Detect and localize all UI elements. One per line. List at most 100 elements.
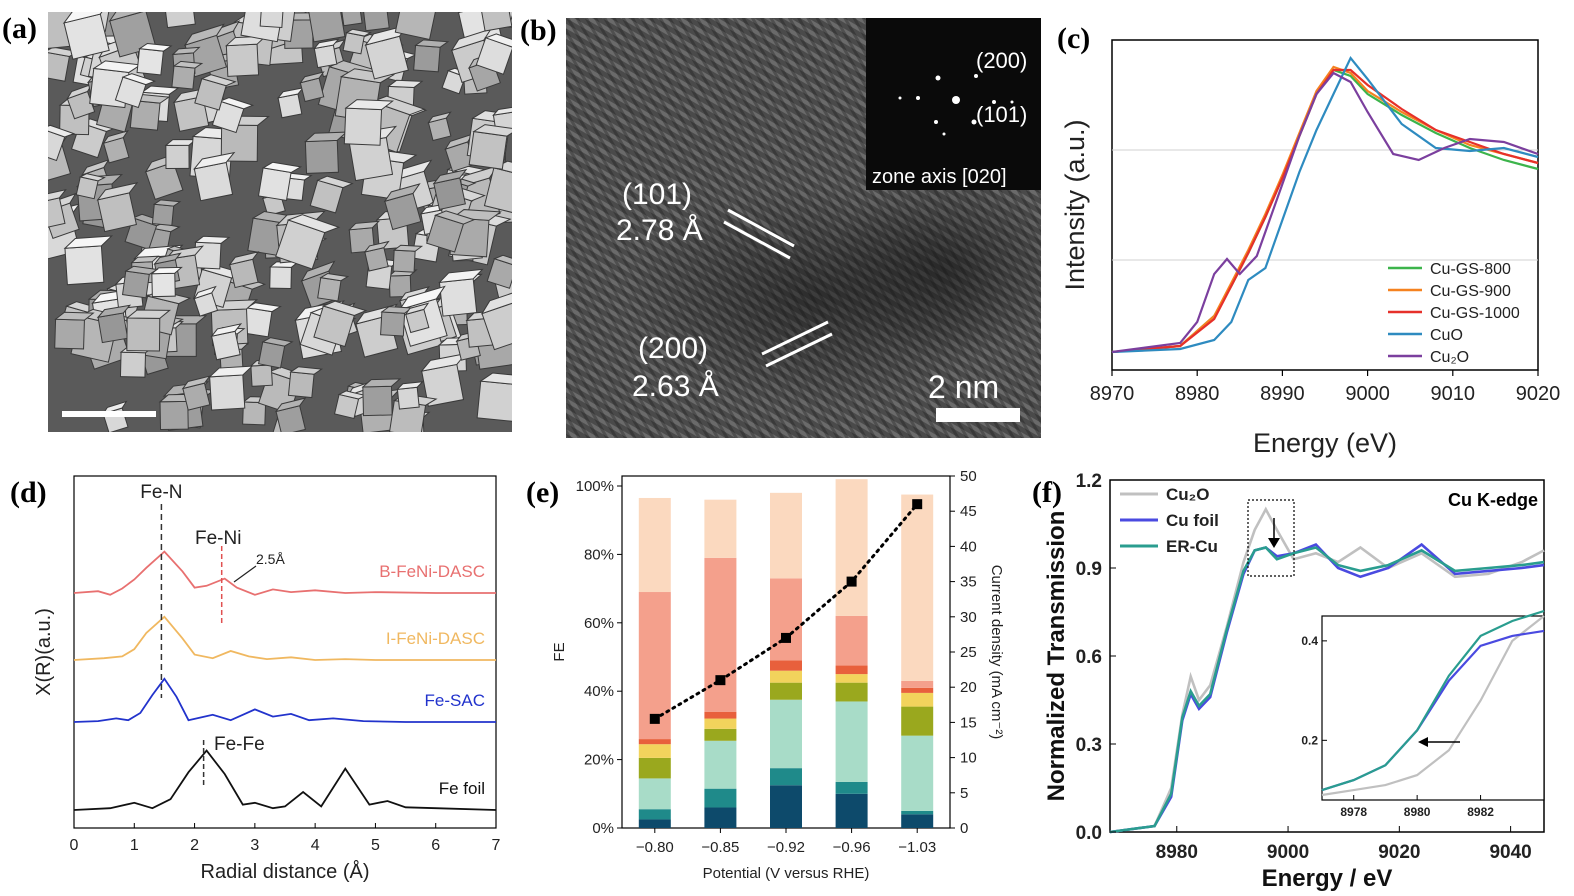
- y2-tick-label: 30: [960, 609, 977, 626]
- bar-segment: [835, 793, 868, 828]
- inset-y-tick-label: 0.2: [1301, 733, 1318, 747]
- x-tick-label: 9000: [1345, 383, 1390, 405]
- bar-segment: [638, 778, 671, 810]
- inset-arrow-head: [1418, 737, 1428, 747]
- annotation-fe-ni: Fe-Ni: [195, 528, 241, 549]
- series-label: Fe foil: [439, 779, 485, 798]
- fft-inset: [866, 18, 1041, 190]
- zone-axis-label: zone axis [020]: [872, 166, 1007, 188]
- bar-segment: [835, 665, 868, 675]
- x-tick-label: 1: [130, 837, 139, 854]
- y2-tick-label: 45: [960, 503, 977, 520]
- bar-segment: [704, 740, 737, 789]
- chart-title: Cu K-edge: [1448, 490, 1538, 510]
- annotation-fe-n: Fe-N: [140, 482, 182, 503]
- inset-series-f_cu2o: [1321, 615, 1545, 797]
- bar-segment: [638, 757, 671, 779]
- inset-series-f_ercu: [1321, 609, 1545, 792]
- y-axis-label: Normalized Transmission: [1043, 511, 1070, 802]
- bar-segment: [704, 718, 737, 729]
- bar-segment: [704, 788, 737, 808]
- bar-segment: [704, 711, 737, 719]
- y-tick-label: 0.0: [1076, 823, 1102, 844]
- bar-segment: [770, 699, 802, 769]
- bar-segment: [638, 744, 671, 758]
- plane-label-101: (101): [622, 178, 692, 211]
- inset-y-tick-label: 0.4: [1301, 634, 1318, 648]
- plot-frame: [73, 475, 497, 829]
- bar-segment: [770, 492, 802, 579]
- zoom-box: [1247, 499, 1295, 577]
- x-tick-label: 9010: [1431, 383, 1476, 405]
- sem-scale-bar: [62, 411, 156, 417]
- series-label: I-FeNi-DASC: [386, 629, 485, 648]
- panel-label-e: (e): [526, 476, 560, 509]
- series-label: Fe-SAC: [425, 691, 485, 710]
- inset-x-tick-label: 8978: [1340, 805, 1367, 819]
- plot-frame: [1111, 39, 1539, 371]
- current-density-point: [846, 576, 857, 587]
- x-axis-label: Energy / eV: [1262, 865, 1393, 892]
- y2-tick-label: 35: [960, 574, 977, 591]
- y2-tick-label: 15: [960, 714, 977, 731]
- x-tick-label: 8990: [1260, 383, 1305, 405]
- panel-label-d: (d): [10, 476, 47, 509]
- y-tick-label: 100%: [576, 478, 614, 495]
- spacing-label-101: 2.78 Å: [616, 214, 703, 247]
- x-tick-label: 9040: [1489, 842, 1531, 863]
- y-tick-label: 40%: [584, 683, 614, 700]
- annotation-arrow: [233, 565, 257, 583]
- plane-label-200: (200): [638, 332, 708, 365]
- chart-d: B-FeNi-DASC I-FeNi-DASC Fe-SAC Fe foil Fe-N F…: [33, 475, 501, 883]
- y-tick-label: 0%: [592, 820, 614, 837]
- bar-segment: [770, 768, 802, 786]
- bar-segment: [835, 701, 868, 782]
- legend-label: ER-Cu: [1166, 537, 1218, 556]
- inset-x-tick-label: 8980: [1404, 805, 1431, 819]
- arrow-head: [1268, 538, 1280, 548]
- fft-label-101: (101): [976, 102, 1027, 127]
- series-line-cuo: [1111, 55, 1539, 354]
- y2-tick-label: 0: [960, 820, 968, 837]
- bar-segment: [835, 615, 868, 666]
- y-tick-label: 0.3: [1076, 735, 1102, 756]
- bar-segment: [638, 819, 671, 828]
- bar-segment: [638, 497, 671, 593]
- series-line-b_fenidasc: [73, 550, 496, 596]
- scale-bar: [936, 408, 1020, 422]
- y2-tick-label: 25: [960, 644, 977, 661]
- bar-segment: [770, 682, 802, 700]
- scale-bar-label: 2 nm: [928, 369, 999, 405]
- bar-segment: [901, 810, 934, 815]
- x-tick-label: 2: [190, 837, 199, 854]
- bar-segment: [835, 682, 868, 702]
- y-tick-label: 80%: [584, 546, 614, 563]
- bar-segment: [901, 692, 934, 707]
- series-line-cu2o: [1111, 71, 1539, 354]
- y2-tick-label: 50: [960, 468, 977, 485]
- y-tick-label: 0.6: [1076, 647, 1102, 668]
- legend-label: Cu₂O: [1166, 485, 1209, 504]
- y-tick-label: 1.2: [1076, 471, 1102, 492]
- chart-e: −0.80 −0.85 −0.92 −0.96 −1.03 0% 20% 40% 60% 80% 1…: [551, 468, 1005, 882]
- panel-label-a: (a): [2, 12, 37, 45]
- series-line-fe_foil: [73, 749, 497, 811]
- x-axis-label: Potential (V versus RHE): [703, 865, 870, 882]
- y-axis-label: Intensity (a.u.): [1060, 119, 1090, 290]
- annotation-fe-fe: Fe-Fe: [214, 734, 265, 755]
- bar-segment: [835, 674, 868, 683]
- x-tick-label: 7: [492, 837, 501, 854]
- bar-segment: [901, 735, 934, 811]
- bar-segment: [770, 785, 802, 828]
- x-tick-label: 9000: [1267, 842, 1309, 863]
- bar-segment: [770, 660, 802, 671]
- fft-label-200: (200): [976, 48, 1027, 73]
- bar-segment: [835, 781, 868, 794]
- fft-spots: [898, 74, 1014, 136]
- legend-label: CuO: [1430, 327, 1463, 344]
- x-tick-label: 8970: [1090, 383, 1135, 405]
- series-line-f_ercu: [1109, 546, 1545, 834]
- inset-frame: [1321, 615, 1545, 801]
- chart-c: 8970 8980 8990 9000 9010 9020 Energy (eV) Inten…: [1060, 39, 1560, 458]
- x-tick-label: 8980: [1175, 383, 1220, 405]
